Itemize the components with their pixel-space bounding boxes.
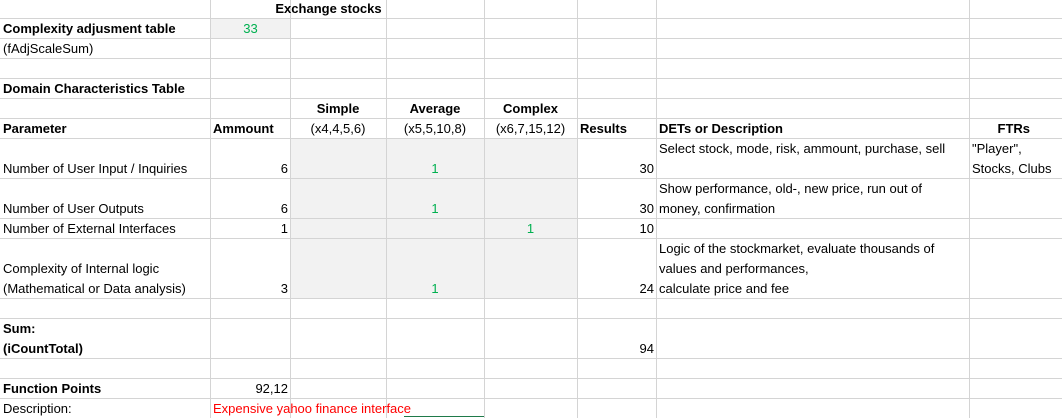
header-dets[interactable]: DETs or Description	[659, 121, 784, 136]
sheet-title[interactable]: Exchange stocks	[275, 1, 382, 16]
function-points-value[interactable]: 92,12	[255, 381, 288, 396]
col-border	[484, 0, 485, 418]
row-input-result[interactable]: 30	[639, 161, 654, 176]
row-output-average[interactable]: 1	[431, 201, 439, 216]
row-interfaces-result[interactable]: 10	[639, 221, 654, 236]
matrix-shaded-area-2	[290, 219, 577, 239]
domain-table-title[interactable]: Domain Characteristics Table	[3, 81, 185, 96]
header-complex-weights[interactable]: (x6,7,15,12)	[495, 121, 566, 136]
sum-sublabel[interactable]: (iCountTotal)	[3, 341, 83, 356]
function-points-label[interactable]: Function Points	[3, 381, 102, 396]
header-simple[interactable]: Simple	[316, 101, 360, 116]
header-results[interactable]: Results	[580, 121, 627, 136]
row-logic-desc-1[interactable]: Logic of the stockmarket, evaluate thous…	[659, 241, 935, 256]
row-logic-amount[interactable]: 3	[280, 281, 288, 296]
col-border	[969, 0, 970, 418]
row-interfaces-parameter[interactable]: Number of External Interfaces	[3, 221, 176, 236]
sum-value[interactable]: 94	[639, 341, 654, 356]
row-border	[0, 98, 1062, 99]
row-output-result[interactable]: 30	[639, 201, 654, 216]
row-border	[0, 58, 1062, 59]
complexity-label[interactable]: Complexity adjusment table	[3, 21, 176, 36]
header-amount[interactable]: Ammount	[213, 121, 274, 136]
row-border	[0, 78, 1062, 79]
header-simple-weights[interactable]: (x4,4,5,6)	[310, 121, 366, 136]
col-border	[577, 0, 578, 418]
row-logic-desc-2[interactable]: values and performances,	[659, 261, 809, 276]
row-border	[0, 38, 1062, 39]
matrix-shaded-area-3	[290, 239, 577, 299]
row-border	[0, 118, 1062, 119]
row-border	[0, 358, 1062, 359]
row-input-average[interactable]: 1	[431, 161, 439, 176]
selection-underline	[404, 416, 484, 417]
col-border	[656, 0, 657, 418]
row-output-desc-1[interactable]: Show performance, old-, new price, run o…	[659, 181, 923, 196]
col-border	[290, 0, 291, 418]
description-label[interactable]: Description:	[3, 401, 72, 416]
row-output-amount[interactable]: 6	[280, 201, 288, 216]
complexity-value[interactable]: 33	[243, 21, 258, 36]
row-logic-result[interactable]: 24	[639, 281, 654, 296]
row-border	[0, 378, 1062, 379]
row-border	[0, 138, 1062, 139]
header-parameter[interactable]: Parameter	[3, 121, 67, 136]
description-value[interactable]: Expensive yahoo finance interface	[213, 401, 412, 416]
row-input-desc[interactable]: Select stock, mode, risk, ammount, purch…	[659, 141, 946, 156]
complexity-sublabel[interactable]: (fAdjScaleSum)	[3, 41, 94, 56]
row-border	[0, 318, 1062, 319]
row-interfaces-complex[interactable]: 1	[526, 221, 535, 236]
row-input-ftr-2[interactable]: Stocks, Clubs	[972, 161, 1052, 176]
row-interfaces-amount[interactable]: 1	[280, 221, 288, 236]
row-output-parameter[interactable]: Number of User Outputs	[3, 201, 144, 216]
col-border	[386, 0, 387, 418]
header-average[interactable]: Average	[409, 101, 461, 116]
header-average-weights[interactable]: (x5,5,10,8)	[403, 121, 467, 136]
header-complex[interactable]: Complex	[503, 101, 558, 116]
sum-label[interactable]: Sum:	[3, 321, 36, 336]
row-output-desc-2[interactable]: money, confirmation	[659, 201, 776, 216]
row-logic-average[interactable]: 1	[431, 281, 439, 296]
col-border	[210, 0, 211, 418]
row-logic-desc-3[interactable]: calculate price and fee	[659, 281, 790, 296]
row-input-parameter[interactable]: Number of User Input / Inquiries	[3, 161, 188, 176]
row-input-amount[interactable]: 6	[280, 161, 288, 176]
row-border	[0, 18, 1062, 19]
matrix-shaded-area-1	[290, 139, 577, 219]
row-logic-parameter-2[interactable]: (Mathematical or Data analysis)	[3, 281, 186, 296]
row-border	[0, 298, 1062, 299]
row-logic-parameter-1[interactable]: Complexity of Internal logic	[3, 261, 160, 276]
row-border	[0, 218, 1062, 219]
row-border	[0, 398, 1062, 399]
complexity-value-cell[interactable]	[211, 19, 290, 39]
row-border	[0, 238, 1062, 239]
row-input-ftr-1[interactable]: "Player",	[972, 141, 1022, 156]
header-ftrs[interactable]: FTRs	[997, 121, 1031, 136]
row-border	[0, 178, 1062, 179]
